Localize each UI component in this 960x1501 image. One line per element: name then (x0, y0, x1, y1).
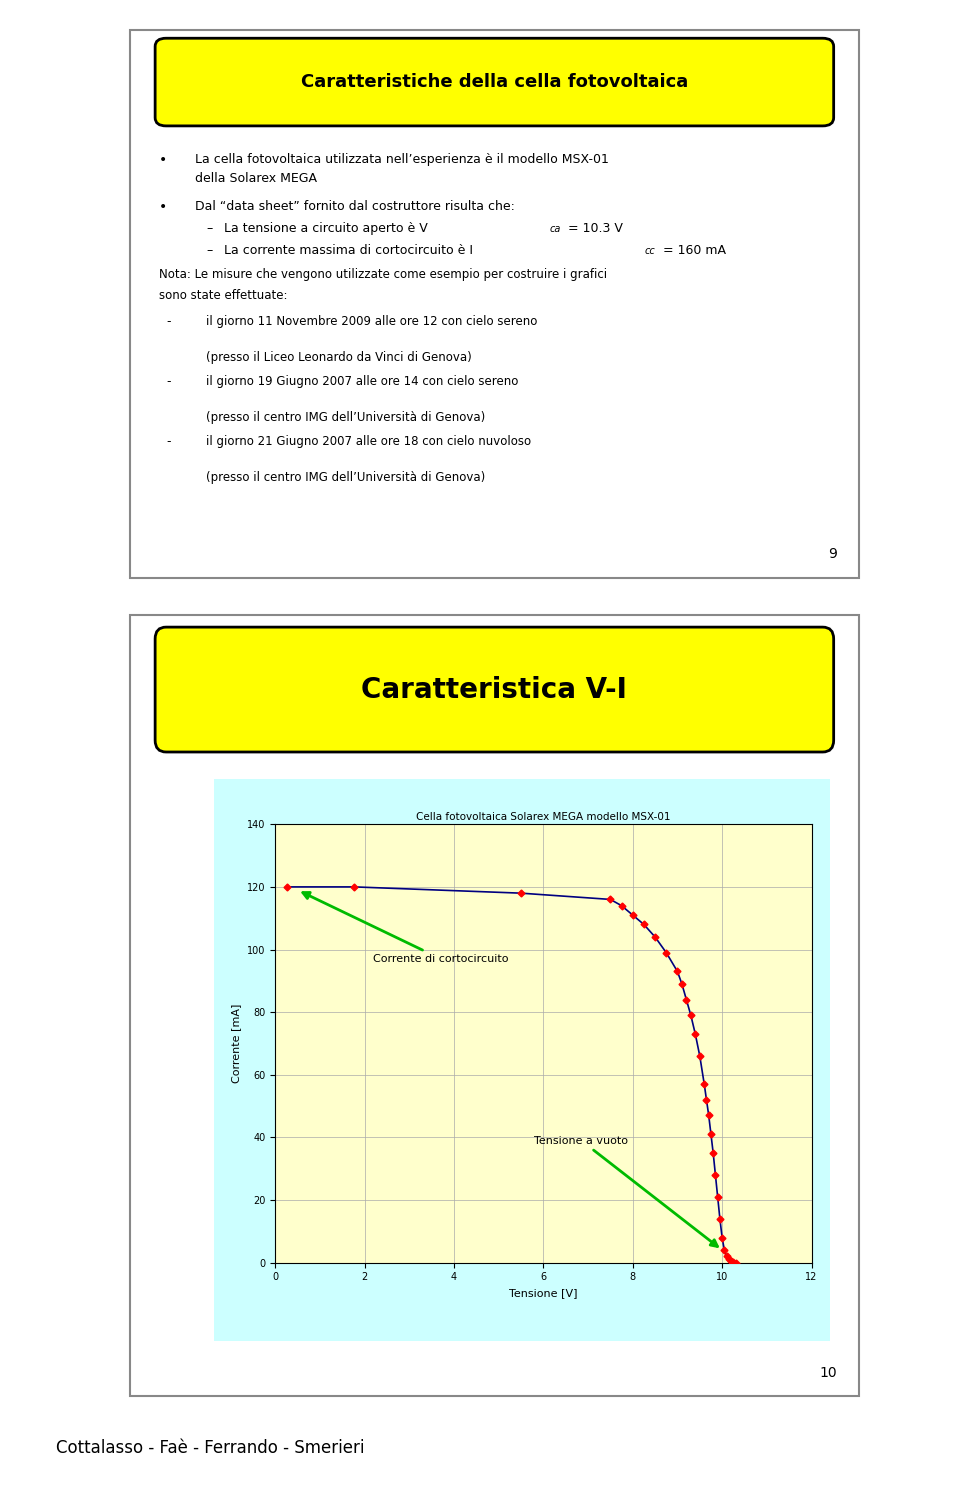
Text: 10: 10 (820, 1366, 837, 1381)
FancyBboxPatch shape (156, 38, 833, 126)
Text: Corrente di cortocircuito: Corrente di cortocircuito (302, 893, 509, 964)
Text: = 160 mA: = 160 mA (660, 243, 727, 257)
Text: Tensione a vuoto: Tensione a vuoto (535, 1136, 717, 1246)
Text: -: - (166, 435, 171, 449)
Text: ca: ca (549, 224, 561, 234)
X-axis label: Tensione [V]: Tensione [V] (509, 1288, 578, 1298)
Text: cc: cc (645, 246, 656, 255)
Text: il giorno 11 Novembre 2009 alle ore 12 con cielo sereno: il giorno 11 Novembre 2009 alle ore 12 c… (206, 315, 538, 327)
Text: –: – (206, 243, 212, 257)
Text: -: - (166, 375, 171, 389)
Y-axis label: Corrente [mA]: Corrente [mA] (231, 1004, 241, 1084)
Text: il giorno 21 Giugno 2007 alle ore 18 con cielo nuvoloso: il giorno 21 Giugno 2007 alle ore 18 con… (206, 435, 531, 449)
Text: sono state effettuate:: sono state effettuate: (158, 288, 287, 302)
Text: della Solarex MEGA: della Solarex MEGA (195, 173, 317, 186)
FancyBboxPatch shape (130, 30, 859, 578)
FancyBboxPatch shape (130, 615, 859, 1396)
Text: –: – (206, 222, 212, 234)
FancyBboxPatch shape (156, 627, 833, 752)
Text: Nota: Le misure che vengono utilizzate come esempio per costruire i grafici: Nota: Le misure che vengono utilizzate c… (158, 269, 607, 281)
Text: La corrente massima di cortocircuito è I: La corrente massima di cortocircuito è I (225, 243, 473, 257)
Text: Caratteristiche della cella fotovoltaica: Caratteristiche della cella fotovoltaica (300, 74, 688, 92)
Text: il giorno 19 Giugno 2007 alle ore 14 con cielo sereno: il giorno 19 Giugno 2007 alle ore 14 con… (206, 375, 518, 389)
Text: Dal “data sheet” fornito dal costruttore risulta che:: Dal “data sheet” fornito dal costruttore… (195, 200, 516, 213)
Text: (presso il Liceo Leonardo da Vinci di Genova): (presso il Liceo Leonardo da Vinci di Ge… (206, 351, 472, 363)
Text: (presso il centro IMG dell’Università di Genova): (presso il centro IMG dell’Università di… (206, 471, 486, 483)
Text: Cottalasso - Faè - Ferrando - Smerieri: Cottalasso - Faè - Ferrando - Smerieri (56, 1439, 365, 1457)
Text: La tensione a circuito aperto è V: La tensione a circuito aperto è V (225, 222, 428, 234)
Title: Cella fotovoltaica Solarex MEGA modello MSX-01: Cella fotovoltaica Solarex MEGA modello … (416, 812, 671, 823)
Text: La cella fotovoltaica utilizzata nell’esperienza è il modello MSX-01: La cella fotovoltaica utilizzata nell’es… (195, 153, 610, 167)
Text: -: - (166, 315, 171, 327)
Text: = 10.3 V: = 10.3 V (564, 222, 623, 234)
Text: (presso il centro IMG dell’Università di Genova): (presso il centro IMG dell’Università di… (206, 411, 486, 423)
Text: •: • (158, 200, 167, 213)
Text: •: • (158, 153, 167, 167)
Text: 9: 9 (828, 548, 837, 561)
Text: Caratteristica V-I: Caratteristica V-I (362, 675, 627, 704)
